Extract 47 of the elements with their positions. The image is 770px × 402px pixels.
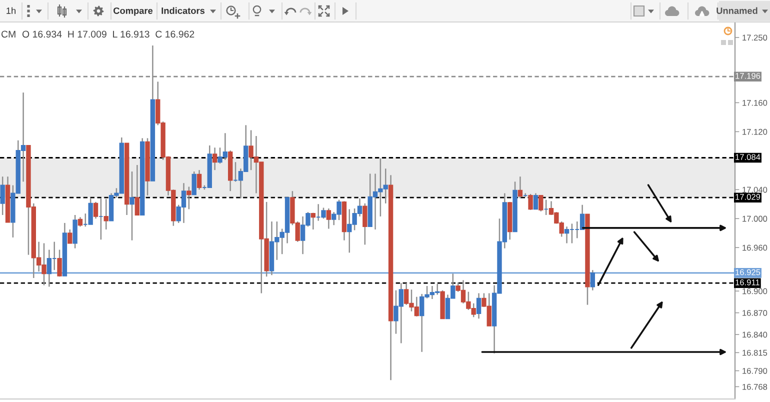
candlestick bbox=[134, 164, 140, 216]
candlestick bbox=[580, 204, 585, 230]
candlestick bbox=[518, 176, 523, 199]
y-tick-label: 17.160 bbox=[742, 100, 768, 106]
candlestick bbox=[528, 193, 533, 211]
candlestick bbox=[196, 169, 202, 190]
candlestick bbox=[192, 170, 196, 196]
candlestick bbox=[590, 269, 596, 291]
text: 1h bbox=[6, 7, 16, 14]
text: Indicators bbox=[162, 7, 205, 14]
text: Unnamed bbox=[716, 7, 758, 14]
ref-line-label: 17.029 bbox=[736, 194, 760, 200]
y-tick-label: 16.790 bbox=[742, 368, 768, 374]
y-tick-label: 16.870 bbox=[742, 310, 768, 316]
y-tick-label: 16.900 bbox=[742, 288, 768, 294]
candlestick bbox=[186, 186, 192, 210]
y-tick-label: 17.120 bbox=[742, 128, 768, 135]
candlestick bbox=[130, 170, 134, 241]
candlestick bbox=[72, 214, 78, 249]
ref-line-label: 17.084 bbox=[736, 154, 760, 160]
text: O 16.934 H 17.009 L 16.913 C 16.962 bbox=[22, 30, 194, 38]
y-tick-label: 16.840 bbox=[742, 332, 768, 338]
candlestick bbox=[212, 146, 218, 171]
candlestick bbox=[57, 249, 62, 278]
candlestick bbox=[0, 176, 5, 216]
candlestick bbox=[310, 212, 316, 230]
y-tick-label: 16.768 bbox=[742, 384, 768, 390]
y-tick-label: 17.000 bbox=[742, 216, 768, 222]
candlestick bbox=[46, 249, 52, 288]
candlestick bbox=[538, 194, 544, 212]
candlestick bbox=[476, 292, 482, 320]
candlestick bbox=[93, 201, 98, 220]
ref-line-label: 16.925 bbox=[736, 269, 760, 276]
y-tick-label: 17.250 bbox=[742, 34, 768, 41]
candlestick bbox=[362, 202, 368, 246]
candlestick bbox=[533, 192, 538, 210]
candlestick bbox=[104, 198, 108, 230]
ref-line-label: 16.911 bbox=[736, 279, 760, 286]
candlestick bbox=[68, 228, 72, 244]
ref-line-label: 17.196 bbox=[736, 72, 760, 79]
y-tick-label: 17.040 bbox=[742, 186, 768, 193]
candlestick bbox=[326, 208, 332, 230]
text: Compare bbox=[114, 7, 153, 16]
y-tick-label: 16.815 bbox=[742, 350, 768, 356]
y-tick-label: 16.960 bbox=[742, 244, 768, 251]
candlestick bbox=[78, 216, 83, 228]
text: CM bbox=[1, 30, 16, 38]
